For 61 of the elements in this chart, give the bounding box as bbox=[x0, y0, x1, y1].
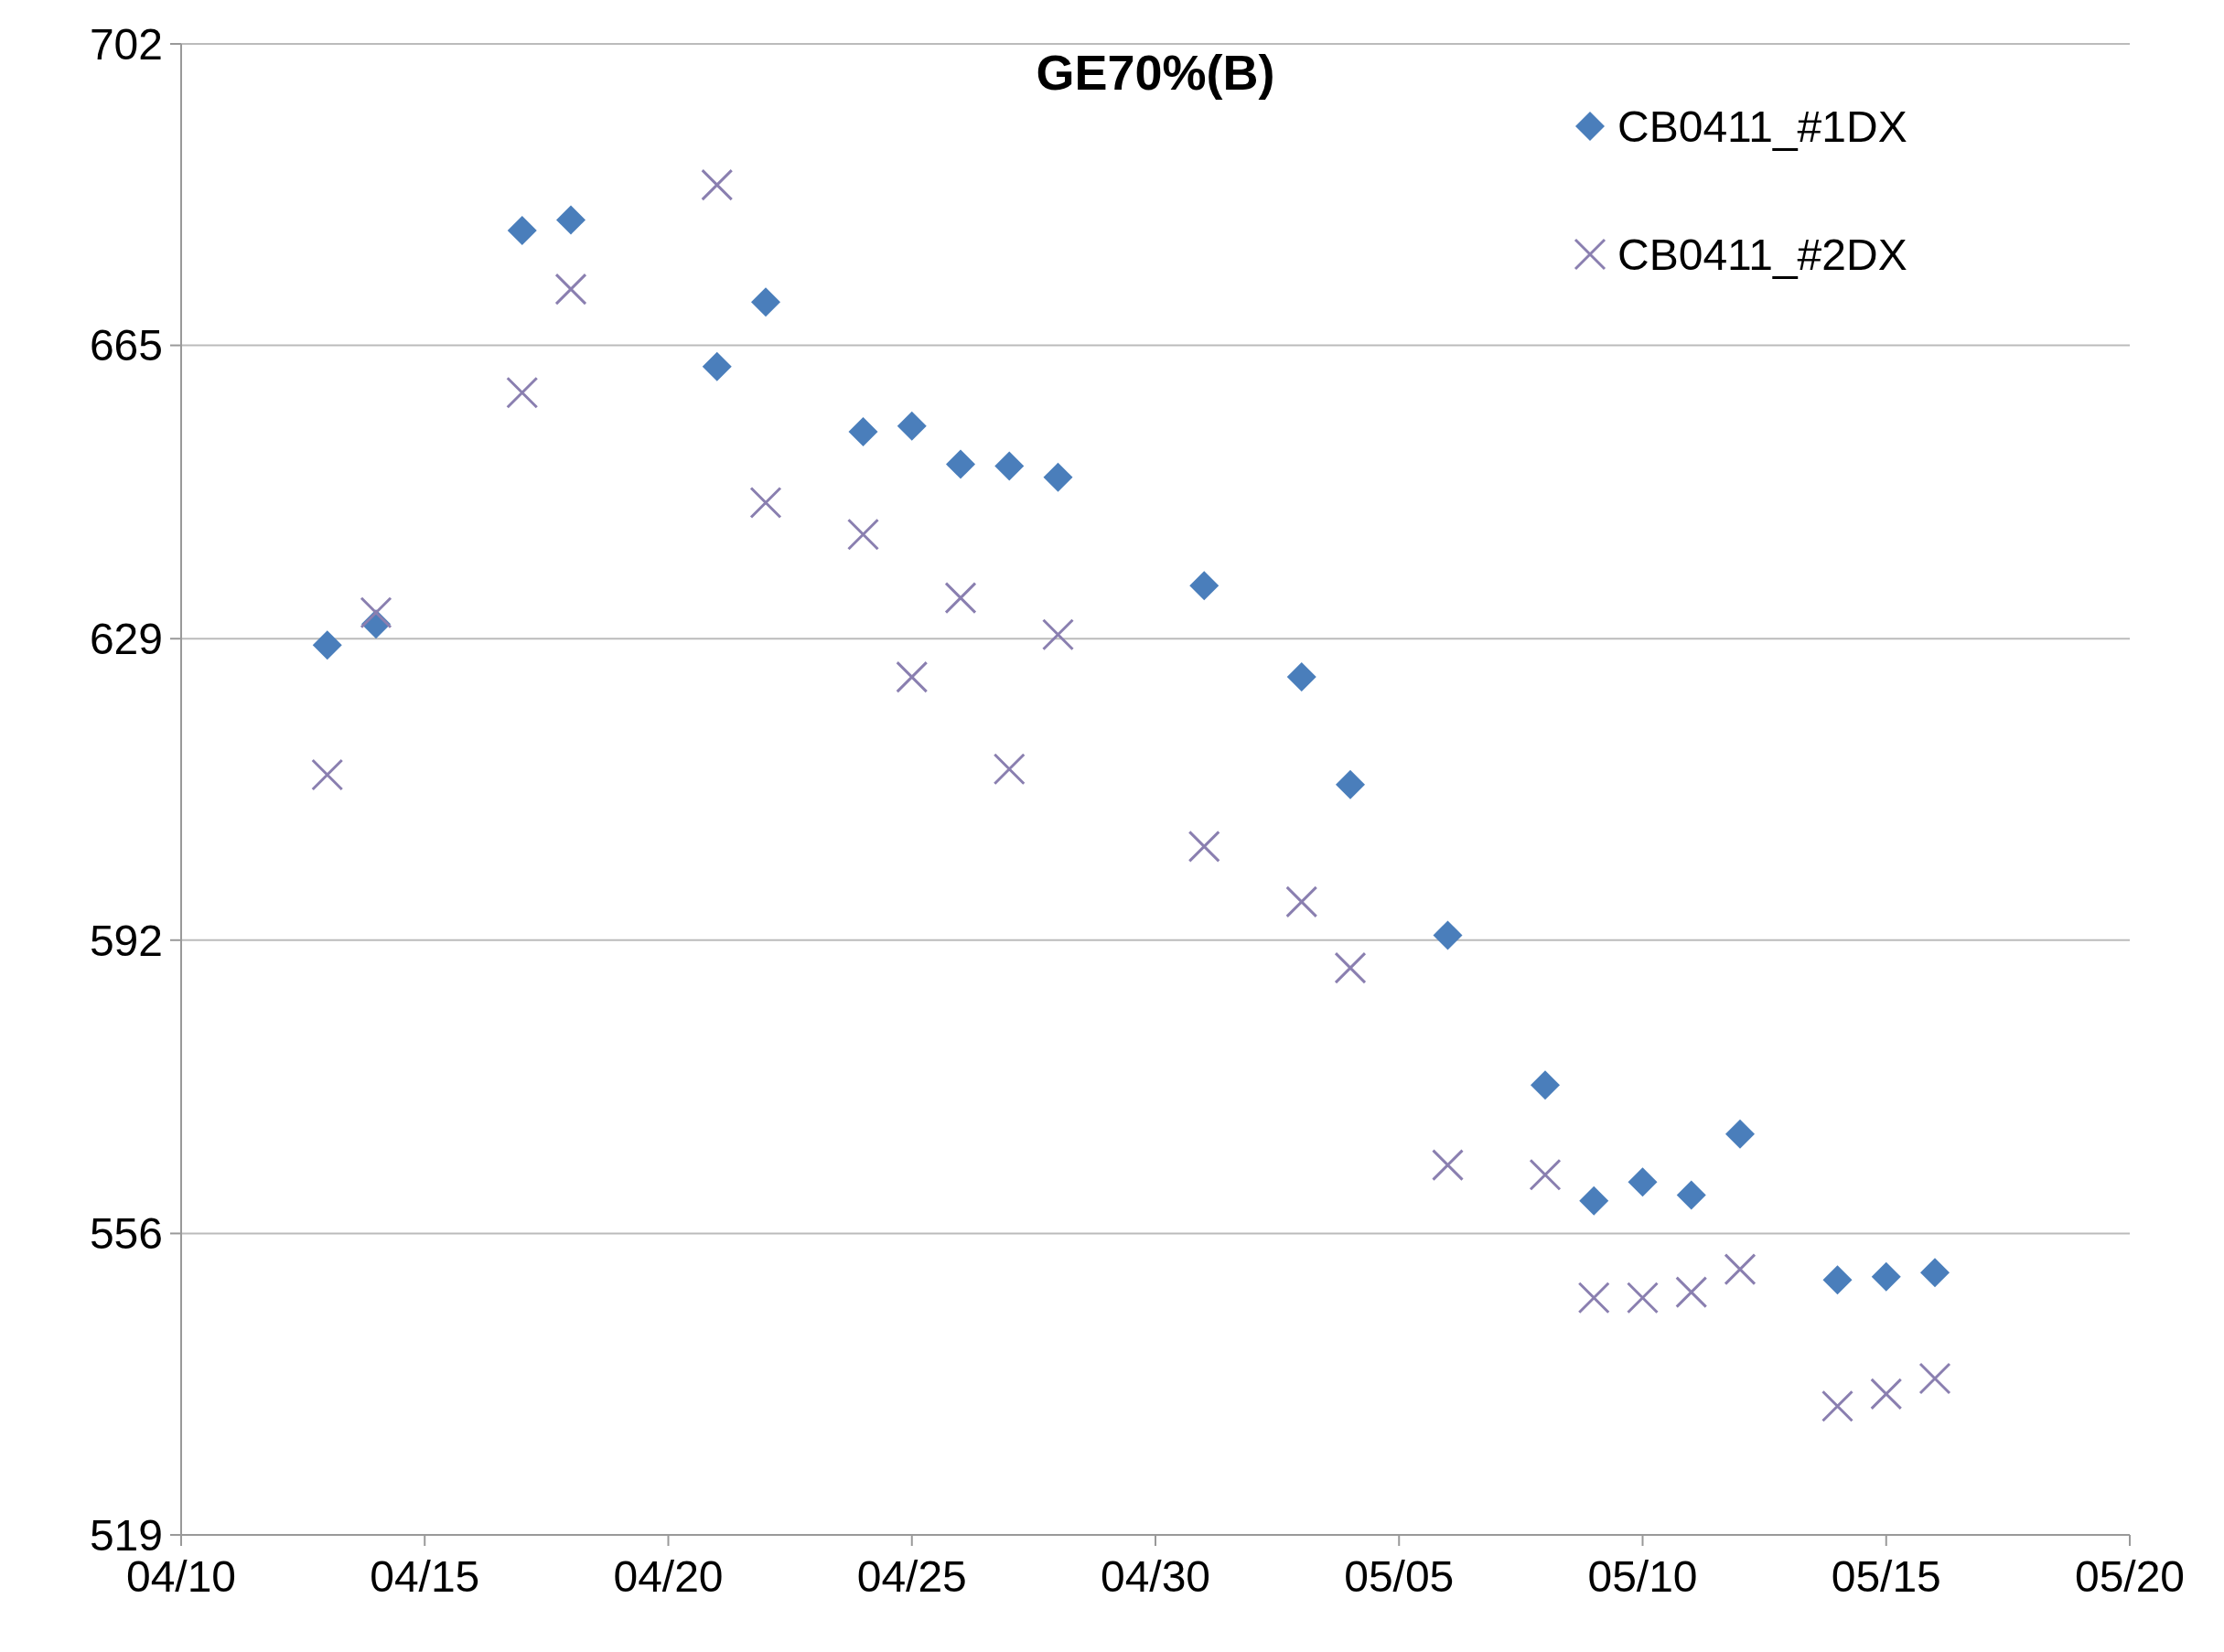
point bbox=[749, 486, 782, 519]
point bbox=[944, 582, 977, 615]
point bbox=[1043, 462, 1073, 492]
y-tick-label: 702 bbox=[89, 19, 163, 69]
point bbox=[847, 518, 879, 551]
point bbox=[1579, 1185, 1609, 1216]
y-tick-label: 592 bbox=[89, 916, 163, 965]
point bbox=[1336, 769, 1365, 799]
point bbox=[311, 758, 344, 791]
point bbox=[1285, 885, 1318, 918]
x-tick-label: 04/15 bbox=[370, 1552, 480, 1601]
point bbox=[312, 630, 342, 660]
point bbox=[1189, 571, 1219, 601]
point bbox=[1432, 1149, 1464, 1182]
chart-title: GE70%(B) bbox=[1036, 45, 1275, 100]
point bbox=[1724, 1253, 1757, 1286]
point bbox=[702, 351, 732, 381]
point bbox=[1870, 1378, 1903, 1411]
point bbox=[1920, 1258, 1950, 1288]
point bbox=[946, 449, 975, 479]
point bbox=[1725, 1119, 1755, 1149]
point bbox=[896, 660, 929, 693]
x-tick-label: 05/20 bbox=[2074, 1552, 2186, 1601]
point bbox=[751, 287, 780, 317]
y-tick-label: 556 bbox=[89, 1209, 163, 1259]
point bbox=[1286, 662, 1316, 692]
point bbox=[1918, 1362, 1951, 1395]
x-tick-label: 05/05 bbox=[1344, 1552, 1455, 1601]
point bbox=[701, 168, 734, 201]
point bbox=[1529, 1158, 1562, 1191]
point bbox=[554, 273, 587, 306]
x-tick-label: 04/30 bbox=[1100, 1552, 1211, 1601]
point bbox=[897, 411, 927, 441]
point bbox=[1675, 1276, 1708, 1309]
legend-label: CB0411_#1DX bbox=[1617, 102, 1907, 151]
x-tick-label: 05/10 bbox=[1587, 1552, 1698, 1601]
point bbox=[507, 215, 537, 245]
point bbox=[994, 451, 1025, 481]
point bbox=[1042, 618, 1074, 651]
point bbox=[506, 376, 539, 409]
point bbox=[1628, 1167, 1658, 1197]
y-tick-label: 665 bbox=[89, 321, 163, 370]
point bbox=[993, 753, 1026, 786]
point bbox=[1531, 1070, 1560, 1100]
x-tick-label: 04/25 bbox=[856, 1552, 967, 1601]
x-tick-label: 05/15 bbox=[1831, 1552, 1941, 1601]
point bbox=[1822, 1265, 1853, 1295]
legend-label: CB0411_#2DX bbox=[1617, 230, 1907, 279]
point bbox=[1871, 1261, 1901, 1292]
point bbox=[1577, 1282, 1610, 1314]
x-tick-label: 04/20 bbox=[613, 1552, 724, 1601]
point bbox=[1821, 1389, 1853, 1422]
point bbox=[848, 416, 878, 446]
point bbox=[1187, 830, 1220, 863]
point bbox=[556, 205, 586, 235]
point bbox=[1334, 951, 1367, 984]
point bbox=[1627, 1282, 1659, 1314]
y-tick-label: 629 bbox=[89, 615, 163, 664]
point bbox=[1676, 1180, 1706, 1210]
point bbox=[360, 596, 392, 629]
point bbox=[1433, 920, 1463, 950]
